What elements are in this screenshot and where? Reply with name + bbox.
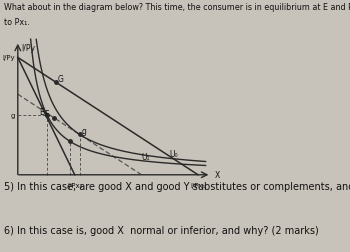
Text: I/Px₀: I/Px₀ [67, 182, 82, 188]
Text: I/Py: I/Py [22, 44, 36, 53]
Text: I/Py: I/Py [2, 55, 15, 61]
Text: I/Px₁: I/Px₁ [190, 182, 206, 188]
Text: 6) In this case is, good X  normal or inferior, and why? (2 marks): 6) In this case is, good X normal or inf… [4, 225, 318, 235]
Text: G: G [58, 75, 63, 83]
Text: g: g [82, 127, 86, 136]
Text: E: E [39, 107, 44, 116]
Text: U₀: U₀ [169, 150, 178, 159]
Text: F: F [44, 110, 49, 119]
Text: What about in the diagram below? This time, the consumer is in equilibrium at E : What about in the diagram below? This ti… [4, 3, 350, 12]
Text: 5) In this case, are good X and good Y substitutes or complements, and why? (2 m: 5) In this case, are good X and good Y s… [4, 181, 350, 192]
Text: to Px₁.: to Px₁. [4, 18, 29, 27]
Text: g: g [10, 112, 15, 118]
Text: X: X [215, 171, 220, 180]
Text: U₁: U₁ [141, 152, 149, 161]
